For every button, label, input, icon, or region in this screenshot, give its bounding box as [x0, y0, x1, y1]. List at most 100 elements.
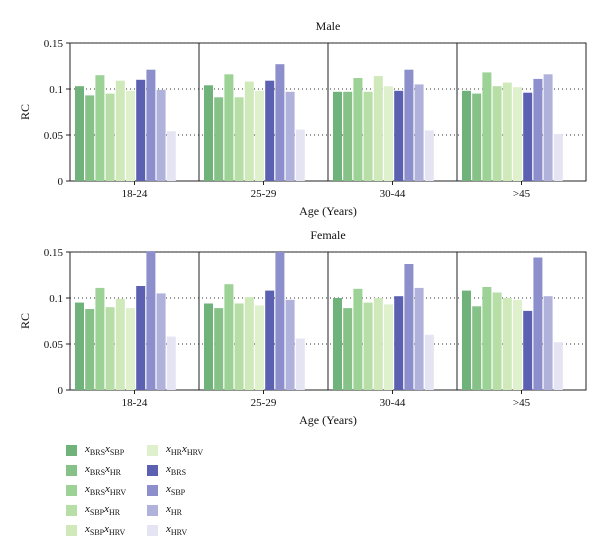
bar-x-hr-25-29 — [285, 91, 295, 181]
x-tick-label: 18-24 — [122, 188, 148, 200]
bar-x-brs-x-hr-30-44 — [343, 91, 353, 181]
legend-swatch — [66, 504, 77, 516]
bar-x-brs-x-hrv-25-29 — [224, 74, 234, 181]
legend-swatch — [66, 484, 77, 496]
legend-label: xBRSxHR — [85, 462, 122, 478]
legend-label: xHR — [166, 502, 183, 518]
legend-item-x-sbp-x-hrv: xSBPxHRV — [66, 520, 125, 540]
bar-x-sbp-x-hrv-45 — [502, 298, 512, 390]
legend-item-x-sbp-x-hr: xSBPxHR — [66, 500, 120, 520]
bar-x-brs-45 — [523, 310, 533, 390]
bar-x-brs-x-hr-25-29 — [214, 97, 224, 181]
legend-swatch — [147, 524, 158, 536]
bar-x-brs-x-sbp-30-44 — [333, 298, 342, 390]
bar-x-brs-x-sbp-30-44 — [333, 91, 342, 181]
bar-x-sbp-x-hr-30-44 — [363, 91, 373, 181]
bar-x-brs-x-sbp-25-29 — [204, 303, 213, 390]
bar-x-brs-x-hrv-18-24 — [95, 75, 105, 181]
bar-x-hrv-25-29 — [295, 129, 305, 181]
legend-swatch — [147, 464, 158, 476]
x-tick-label: 30-44 — [380, 397, 406, 409]
legend-swatch — [66, 444, 77, 456]
legend-item-x-brs-x-sbp: xBRSxSBP — [66, 440, 124, 460]
chart-panel-female: Female 0 0.05 0.1 0.15 RC 18-24 25-29 30-44 >45 Ag… — [18, 228, 587, 427]
bar-x-hr-x-hrv-18-24 — [126, 308, 135, 390]
x-tick-label: 30-44 — [380, 188, 406, 200]
bar-x-hr-18-24 — [156, 89, 166, 181]
bar-x-sbp-x-hrv-18-24 — [115, 298, 125, 390]
legend-item-x-brs-x-hr: xBRSxHR — [66, 460, 121, 480]
bar-x-brs-x-sbp-45 — [462, 290, 471, 390]
bar-x-hr-x-hrv-25-29 — [255, 90, 264, 181]
x-tick-label: 18-24 — [122, 397, 148, 409]
bar-x-sbp-30-44 — [404, 69, 414, 181]
bar-x-hr-x-hrv-30-44 — [384, 304, 393, 390]
bar-x-sbp-x-hrv-25-29 — [244, 81, 254, 181]
bar-x-hrv-30-44 — [424, 130, 434, 181]
bar-x-hrv-25-29 — [295, 338, 305, 390]
bar-x-sbp-x-hr-45 — [492, 86, 502, 181]
bar-x-brs-x-hrv-45 — [482, 287, 492, 390]
bar-x-brs-x-hrv-45 — [482, 72, 492, 181]
bar-x-brs-x-hrv-25-29 — [224, 284, 234, 390]
bar-x-brs-x-sbp-18-24 — [75, 302, 84, 390]
legend-swatch — [66, 464, 77, 476]
y-tick-label: 0.1 — [49, 293, 63, 305]
legend-label: xBRS — [166, 462, 187, 478]
bar-x-sbp-x-hr-30-44 — [363, 302, 373, 390]
bar-x-brs-x-sbp-45 — [462, 90, 471, 181]
bar-x-hr-45 — [543, 296, 553, 390]
legend-label: xHRV — [166, 522, 188, 538]
legend-item-x-brs-x-hrv: xBRSxHRV — [66, 480, 126, 500]
bar-x-hrv-45 — [553, 134, 563, 181]
y-tick-label: 0.05 — [44, 339, 64, 351]
x-tick-label: >45 — [513, 188, 531, 200]
legend-item-x-hrv: xHRV — [147, 520, 187, 540]
y-axis-label: RC — [18, 104, 32, 120]
bar-x-hr-30-44 — [414, 287, 424, 390]
x-tick-label: >45 — [513, 397, 531, 409]
bar-x-brs-45 — [523, 92, 533, 181]
bar-x-hr-x-hrv-45 — [513, 87, 522, 181]
legend-label: xSBPxHR — [85, 502, 121, 518]
bar-x-hrv-18-24 — [166, 336, 176, 390]
bar-x-brs-25-29 — [265, 290, 275, 390]
chart-title: Female — [310, 228, 345, 242]
bar-x-sbp-18-24 — [146, 251, 156, 390]
bar-x-brs-x-sbp-18-24 — [75, 86, 84, 181]
y-tick-label: 0.15 — [44, 247, 64, 259]
bar-x-sbp-x-hr-18-24 — [105, 307, 115, 390]
bar-x-sbp-x-hr-25-29 — [234, 303, 244, 390]
legend-label: xBRSxSBP — [85, 442, 125, 458]
y-tick-label: 0.15 — [44, 38, 64, 50]
bar-x-brs-30-44 — [394, 90, 404, 181]
bar-x-brs-x-hr-25-29 — [214, 308, 224, 390]
bar-x-sbp-x-hrv-18-24 — [115, 80, 125, 181]
legend-swatch — [147, 484, 158, 496]
bar-x-hr-x-hrv-30-44 — [384, 86, 393, 181]
bar-x-hr-25-29 — [285, 299, 295, 390]
bar-x-sbp-x-hr-18-24 — [105, 93, 115, 181]
x-tick-label: 25-29 — [251, 188, 277, 200]
chart-title: Male — [316, 19, 341, 33]
bar-x-brs-x-hr-45 — [472, 93, 482, 181]
legend-item-x-hr: xHR — [147, 500, 182, 520]
bar-x-sbp-25-29 — [275, 64, 285, 181]
bar-x-brs-x-hr-30-44 — [343, 308, 353, 390]
bar-x-brs-x-hrv-18-24 — [95, 287, 105, 390]
bar-x-hr-x-hrv-18-24 — [126, 90, 135, 181]
bar-x-brs-18-24 — [136, 79, 146, 181]
bar-x-sbp-x-hr-25-29 — [234, 97, 244, 181]
legend-item-x-brs: xBRS — [147, 460, 186, 480]
legend-label: xHRxHRV — [166, 442, 204, 458]
bar-x-sbp-45 — [533, 78, 543, 181]
y-tick-label: 0.1 — [49, 84, 63, 96]
bar-x-sbp-x-hr-45 — [492, 292, 502, 390]
bar-x-hr-x-hrv-45 — [513, 299, 522, 390]
bar-x-sbp-x-hrv-25-29 — [244, 297, 254, 390]
bar-x-brs-x-hr-18-24 — [85, 95, 95, 181]
bar-x-hr-30-44 — [414, 84, 424, 181]
bar-x-hr-x-hrv-25-29 — [255, 305, 264, 390]
y-tick-label: 0 — [58, 385, 64, 397]
y-tick-label: 0.05 — [44, 130, 64, 142]
